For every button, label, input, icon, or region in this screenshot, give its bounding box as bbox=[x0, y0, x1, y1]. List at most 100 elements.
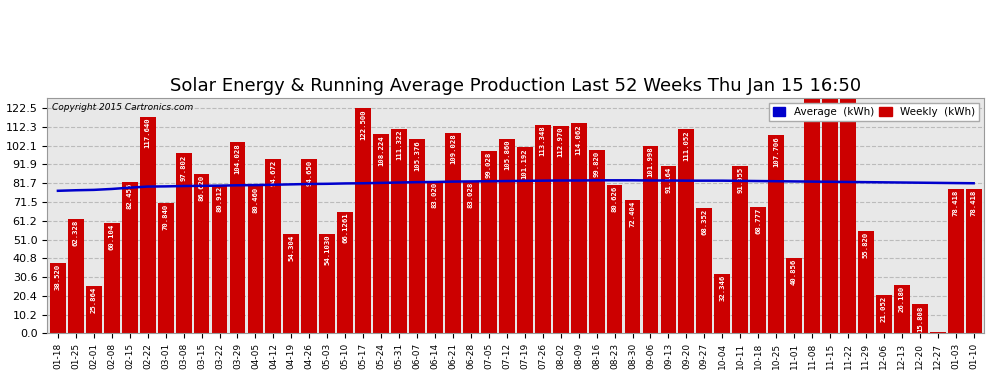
Text: 101.192: 101.192 bbox=[522, 148, 528, 179]
Bar bbox=[517, 147, 533, 333]
Text: 83.020: 83.020 bbox=[432, 182, 438, 208]
Bar bbox=[140, 117, 155, 333]
Bar bbox=[589, 150, 605, 333]
Text: 26.180: 26.180 bbox=[899, 286, 905, 312]
Bar bbox=[841, 64, 856, 333]
Bar bbox=[625, 200, 641, 333]
Bar bbox=[175, 153, 191, 333]
Text: 109.028: 109.028 bbox=[449, 134, 456, 164]
Bar bbox=[446, 133, 461, 333]
Text: 54.304: 54.304 bbox=[288, 234, 294, 261]
Text: 117.640: 117.640 bbox=[145, 118, 150, 148]
Bar bbox=[355, 108, 371, 333]
Text: 122.500: 122.500 bbox=[360, 109, 366, 140]
Text: 99.820: 99.820 bbox=[594, 151, 600, 177]
Bar bbox=[373, 134, 389, 333]
Bar bbox=[804, 22, 820, 333]
Text: 105.376: 105.376 bbox=[414, 140, 420, 171]
Bar bbox=[86, 286, 102, 333]
Bar bbox=[104, 223, 120, 333]
Bar bbox=[265, 159, 281, 333]
Text: 68.352: 68.352 bbox=[701, 209, 707, 235]
Text: 101.998: 101.998 bbox=[647, 147, 653, 177]
Bar bbox=[822, 29, 838, 333]
Bar bbox=[212, 184, 228, 333]
Text: 107.706: 107.706 bbox=[773, 136, 779, 167]
Bar bbox=[122, 182, 138, 333]
Text: 15.808: 15.808 bbox=[917, 305, 923, 332]
Text: 25.864: 25.864 bbox=[91, 287, 97, 313]
Bar bbox=[535, 125, 550, 333]
Text: 114.062: 114.062 bbox=[575, 124, 582, 155]
Text: 112.970: 112.970 bbox=[557, 126, 563, 157]
Bar bbox=[696, 208, 712, 333]
Text: 66.1261: 66.1261 bbox=[343, 213, 348, 243]
Bar bbox=[552, 126, 568, 333]
Text: 60.104: 60.104 bbox=[109, 224, 115, 250]
Text: 21.052: 21.052 bbox=[881, 296, 887, 322]
Text: 105.860: 105.860 bbox=[504, 140, 510, 170]
Bar bbox=[320, 234, 336, 333]
Bar bbox=[68, 219, 84, 333]
Bar bbox=[912, 304, 928, 333]
Bar bbox=[157, 203, 173, 333]
Bar bbox=[607, 185, 623, 333]
Text: 83.028: 83.028 bbox=[468, 182, 474, 208]
Text: 165.170: 165.170 bbox=[827, 30, 833, 61]
Bar bbox=[930, 332, 945, 333]
Text: Copyright 2015 Cartronics.com: Copyright 2015 Cartronics.com bbox=[51, 102, 193, 111]
Text: 55.820: 55.820 bbox=[863, 232, 869, 258]
Text: 94.672: 94.672 bbox=[270, 160, 276, 186]
Text: 91.055: 91.055 bbox=[738, 167, 743, 193]
Bar bbox=[858, 231, 874, 333]
Bar bbox=[230, 142, 246, 333]
Bar bbox=[427, 181, 443, 333]
Text: 113.348: 113.348 bbox=[540, 126, 545, 156]
Text: 54.1030: 54.1030 bbox=[325, 235, 331, 266]
Text: 82.456: 82.456 bbox=[127, 183, 133, 209]
Text: 80.460: 80.460 bbox=[252, 186, 258, 213]
Bar bbox=[481, 151, 497, 333]
Bar bbox=[463, 181, 479, 333]
Text: 32.346: 32.346 bbox=[720, 275, 726, 301]
Bar bbox=[678, 129, 694, 333]
Text: 40.856: 40.856 bbox=[791, 259, 797, 285]
Bar bbox=[499, 139, 515, 333]
Bar bbox=[966, 189, 981, 333]
Bar bbox=[338, 212, 353, 333]
Text: 91.164: 91.164 bbox=[665, 166, 671, 193]
Bar bbox=[786, 258, 802, 333]
Bar bbox=[750, 207, 766, 333]
Text: 111.052: 111.052 bbox=[683, 130, 689, 160]
Text: 38.520: 38.520 bbox=[54, 264, 61, 290]
Text: 169.406: 169.406 bbox=[809, 22, 815, 53]
Bar bbox=[876, 295, 892, 333]
Bar bbox=[391, 129, 407, 333]
Text: 78.418: 78.418 bbox=[952, 190, 958, 216]
Bar bbox=[660, 166, 676, 333]
Bar bbox=[409, 140, 425, 333]
Bar bbox=[50, 262, 65, 333]
Text: 70.840: 70.840 bbox=[162, 204, 168, 230]
Text: 80.626: 80.626 bbox=[612, 186, 618, 212]
Bar bbox=[768, 135, 784, 333]
Title: Solar Energy & Running Average Production Last 52 Weeks Thu Jan 15 16:50: Solar Energy & Running Average Productio… bbox=[170, 77, 861, 95]
Bar bbox=[643, 146, 658, 333]
Bar bbox=[733, 166, 748, 333]
Bar bbox=[194, 174, 210, 333]
Text: 94.650: 94.650 bbox=[306, 160, 312, 186]
Text: 80.912: 80.912 bbox=[217, 186, 223, 212]
Text: 146.464: 146.464 bbox=[845, 65, 851, 95]
Text: 72.404: 72.404 bbox=[630, 201, 636, 227]
Bar bbox=[301, 159, 317, 333]
Bar bbox=[947, 189, 963, 333]
Text: 108.224: 108.224 bbox=[378, 135, 384, 166]
Bar bbox=[894, 285, 910, 333]
Text: 68.777: 68.777 bbox=[755, 208, 761, 234]
Text: 99.028: 99.028 bbox=[486, 152, 492, 178]
Text: 104.028: 104.028 bbox=[235, 143, 241, 174]
Text: 86.620: 86.620 bbox=[199, 175, 205, 201]
Text: 111.322: 111.322 bbox=[396, 129, 402, 160]
Text: 62.328: 62.328 bbox=[73, 220, 79, 246]
Legend: Average  (kWh), Weekly  (kWh): Average (kWh), Weekly (kWh) bbox=[768, 103, 979, 122]
